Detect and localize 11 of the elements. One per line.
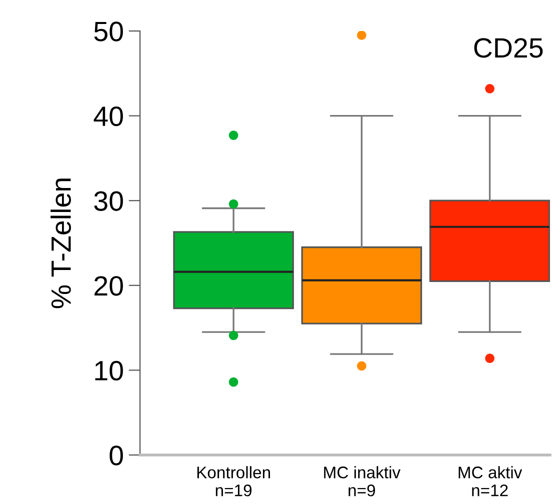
x-tick-label: MC inaktiv n=9	[324, 466, 400, 496]
y-axis-title: % T-Zellen	[50, 178, 71, 308]
y-tick-label: 0	[110, 446, 123, 466]
x-tick-label: MC aktiv n=12	[458, 466, 522, 496]
y-tick-label: 20	[94, 276, 123, 296]
x-tick-label: Kontrollen n=19	[197, 466, 270, 496]
y-tick-label: 40	[94, 106, 123, 126]
y-tick-label: 50	[94, 22, 123, 42]
annotation: CD25	[474, 38, 543, 58]
y-tick-label: 10	[95, 360, 123, 381]
y-tick-label: 30	[94, 191, 123, 211]
